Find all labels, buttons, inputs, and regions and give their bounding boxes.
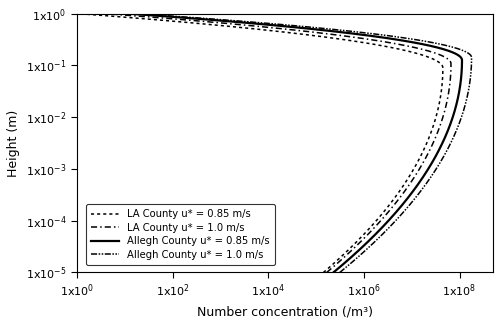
LA County u* = 0.85 m/s [419, 151, 425, 155]
Y-axis label: Height (m): Height (m) [7, 110, 20, 177]
Allegh County u* = 0.85 m/s [124, 12, 130, 16]
LA County u* = 1.0 m/s [100, 12, 106, 16]
LA County u* = 0.85 m/s [422, 145, 428, 149]
Allegh County u* = 0.85 m/s [434, 151, 440, 155]
Allegh County u* = 1.0 m/s [468, 67, 474, 71]
Allegh County u* = 0.85 m/s [438, 145, 444, 149]
LA County u* = 1.0 m/s [197, 19, 203, 23]
LA County u* = 1.0 m/s [324, 270, 330, 274]
LA County u* = 1.0 m/s [425, 151, 431, 155]
Allegh County u* = 1.0 m/s [442, 151, 448, 155]
Allegh County u* = 1.0 m/s [352, 257, 358, 261]
Line: Allegh County u* = 0.85 m/s: Allegh County u* = 0.85 m/s [127, 14, 462, 272]
Allegh County u* = 1.0 m/s [337, 270, 343, 274]
LA County u* = 0.85 m/s [168, 19, 174, 23]
LA County u* = 1.0 m/s [198, 19, 204, 23]
LA County u* = 0.85 m/s [170, 19, 176, 23]
LA County u* = 1.0 m/s [448, 67, 454, 71]
LA County u* = 0.85 m/s [320, 270, 326, 274]
Allegh County u* = 1.0 m/s [446, 145, 452, 149]
Line: LA County u* = 1.0 m/s: LA County u* = 1.0 m/s [104, 14, 451, 272]
X-axis label: Number concentration (/m³): Number concentration (/m³) [197, 305, 373, 318]
Allegh County u* = 1.0 m/s [236, 19, 242, 23]
Allegh County u* = 1.0 m/s [238, 19, 244, 23]
Legend: LA County u* = 0.85 m/s, LA County u* = 1.0 m/s, Allegh County u* = 0.85 m/s, Al: LA County u* = 0.85 m/s, LA County u* = … [86, 204, 274, 265]
LA County u* = 1.0 m/s [339, 257, 345, 261]
Allegh County u* = 0.85 m/s [223, 19, 229, 23]
LA County u* = 1.0 m/s [428, 145, 434, 149]
Allegh County u* = 0.85 m/s [224, 19, 230, 23]
LA County u* = 0.85 m/s [440, 67, 446, 71]
Allegh County u* = 0.85 m/s [459, 67, 465, 71]
Allegh County u* = 1.0 m/s [131, 12, 137, 16]
Allegh County u* = 0.85 m/s [346, 257, 352, 261]
LA County u* = 0.85 m/s [74, 12, 80, 16]
LA County u* = 0.85 m/s [336, 257, 342, 261]
Line: Allegh County u* = 1.0 m/s: Allegh County u* = 1.0 m/s [134, 14, 471, 272]
Line: LA County u* = 0.85 m/s: LA County u* = 0.85 m/s [78, 14, 443, 272]
Allegh County u* = 0.85 m/s [330, 270, 336, 274]
